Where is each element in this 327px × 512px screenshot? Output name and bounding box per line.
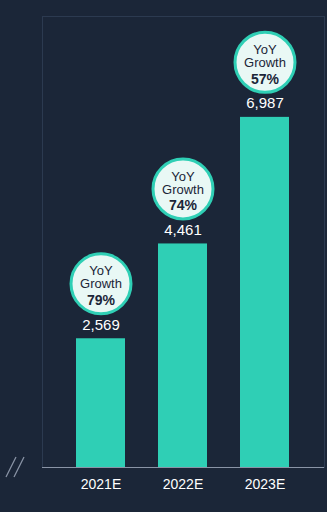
svg-text:2023E: 2023E <box>245 476 285 492</box>
svg-text:79%: 79% <box>87 292 116 308</box>
svg-text:YoYGrowth: YoYGrowth <box>80 263 122 291</box>
svg-text:YoYGrowth: YoYGrowth <box>162 169 204 197</box>
svg-text:2021E: 2021E <box>81 476 121 492</box>
svg-text:57%: 57% <box>251 71 280 87</box>
svg-text:2022E: 2022E <box>163 476 203 492</box>
svg-text:2,569: 2,569 <box>82 316 120 333</box>
svg-text:YoYGrowth: YoYGrowth <box>244 42 286 70</box>
svg-text:74%: 74% <box>169 197 198 213</box>
svg-text:4,461: 4,461 <box>164 221 202 238</box>
svg-text:6,987: 6,987 <box>246 94 284 111</box>
